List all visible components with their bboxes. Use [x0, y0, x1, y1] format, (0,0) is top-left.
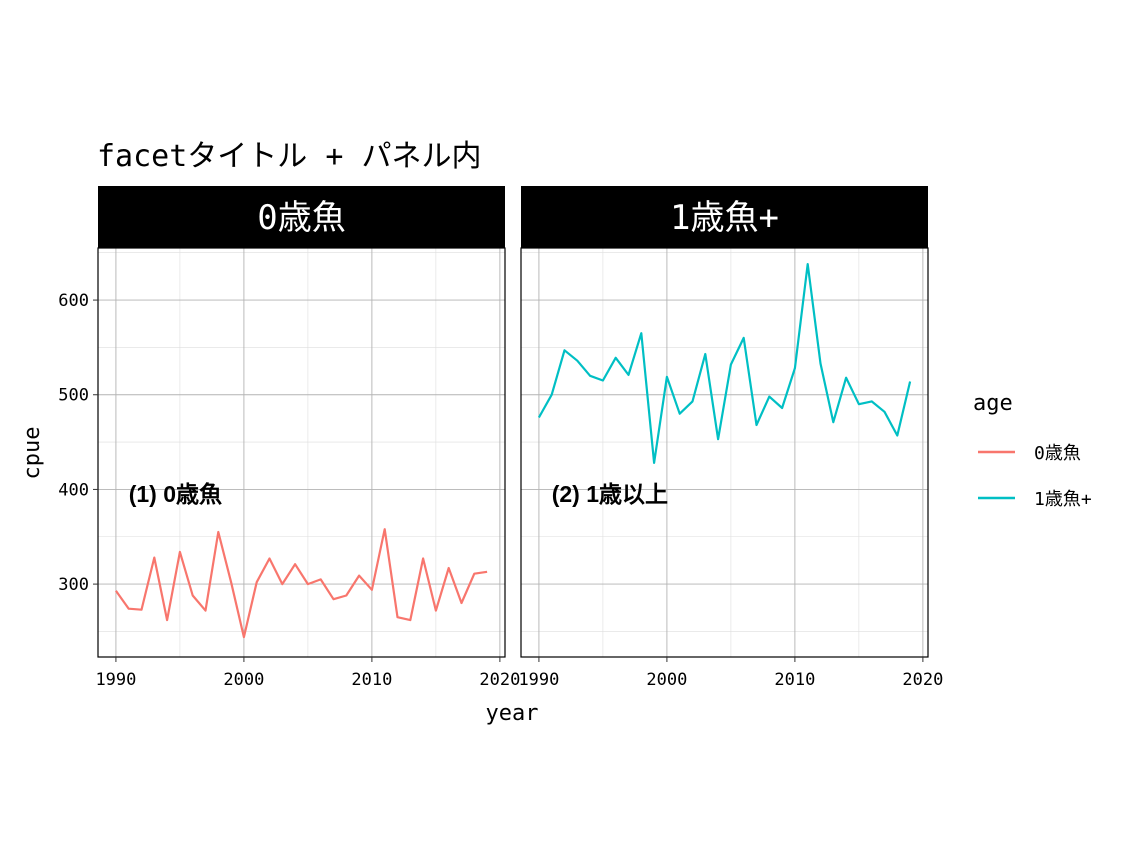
facet-strip-label: 1歳魚+ — [670, 198, 779, 238]
x-tick-label: 2000 — [223, 670, 264, 690]
series-line — [115, 528, 488, 639]
facet-panels: 0歳魚 (1) 0歳魚 1990 2000 2010 2020 300 400 500 600 1歳… — [58, 186, 943, 690]
facet-strip — [98, 186, 505, 248]
chart-title: facetタイトル + パネル内 — [97, 139, 482, 174]
facet-panel-2: 1歳魚+ (2) 1歳以上 1990 2000 2010 2020 — [518, 186, 943, 690]
panel-border — [97, 247, 506, 658]
panel-annotation: (1) 0歳魚 — [129, 481, 222, 507]
y-tick-label: 400 — [58, 480, 89, 500]
facet-panel-1: 0歳魚 (1) 0歳魚 1990 2000 2010 2020 300 400 500 600 — [58, 186, 520, 690]
x-tick-label: 1990 — [518, 670, 559, 690]
legend-label: 0歳魚 — [1034, 443, 1081, 464]
y-axis-title: cpue — [20, 427, 45, 480]
x-tick-label: 2000 — [646, 670, 687, 690]
facet-strip — [521, 186, 928, 248]
legend-title: age — [973, 391, 1013, 416]
x-axis-title: year — [486, 701, 539, 726]
series-line — [537, 263, 912, 464]
panel-annotation: (2) 1歳以上 — [552, 481, 668, 507]
legend-label: 1歳魚+ — [1034, 489, 1092, 510]
y-tick-label: 500 — [58, 386, 89, 406]
y-tick-label: 600 — [58, 291, 89, 311]
legend: age 0歳魚 1歳魚+ — [973, 391, 1092, 510]
x-tick-label: 1990 — [95, 670, 136, 690]
x-tick-label: 2010 — [774, 670, 815, 690]
x-tick-label: 2010 — [351, 670, 392, 690]
x-tick-label: 2020 — [479, 670, 520, 690]
panel-border — [520, 247, 929, 658]
x-tick-label: 2020 — [902, 670, 943, 690]
facet-strip-label: 0歳魚 — [257, 198, 345, 238]
y-tick-label: 300 — [58, 575, 89, 595]
